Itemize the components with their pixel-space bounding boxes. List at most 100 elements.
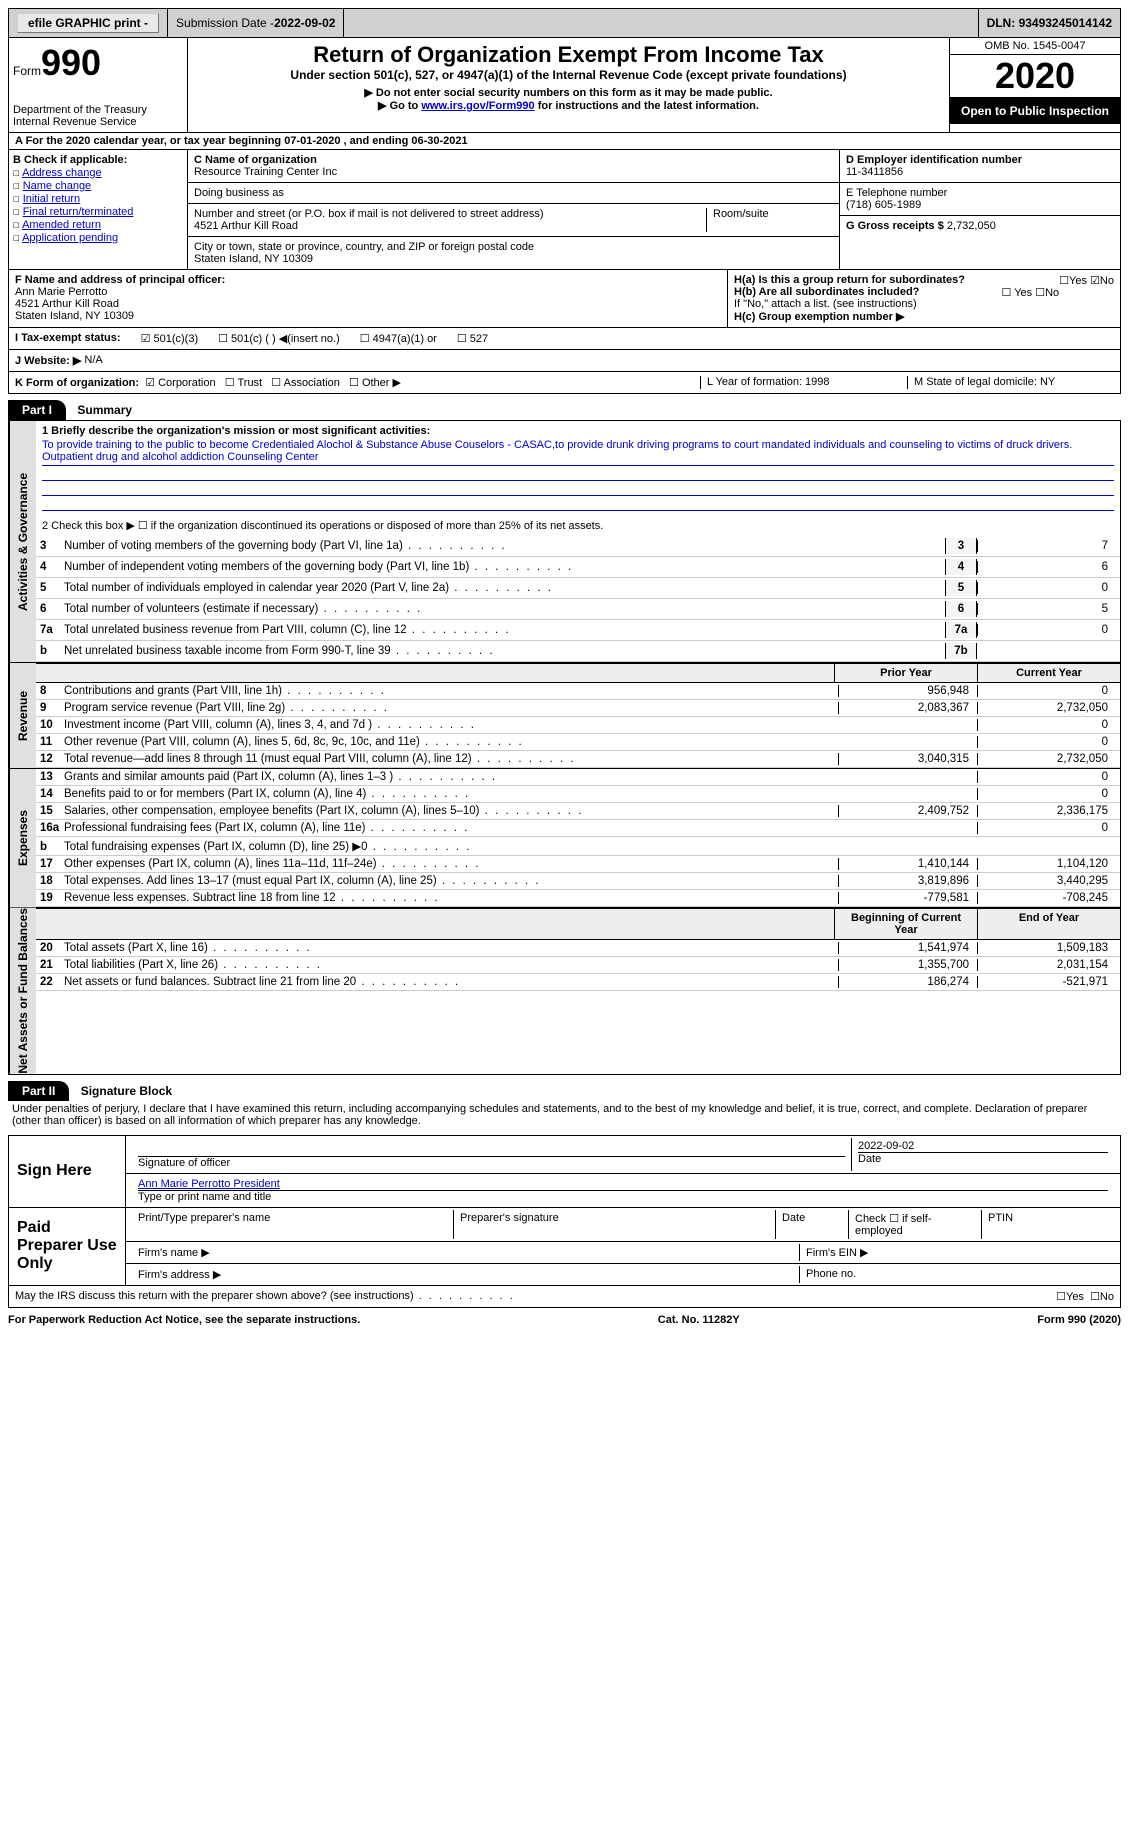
- sig-officer-label: Signature of officer: [138, 1157, 230, 1169]
- firm-phone: Phone no.: [800, 1266, 1114, 1283]
- chk-address-change[interactable]: Address change: [22, 167, 102, 179]
- line-5: 5Total number of individuals employed in…: [36, 578, 1120, 599]
- part2-title: Signature Block: [73, 1081, 180, 1101]
- pp-check[interactable]: Check ☐ if self-employed: [849, 1210, 982, 1239]
- part1-title: Summary: [69, 400, 140, 420]
- box-g: G Gross receipts $ 2,732,050: [840, 216, 1120, 236]
- line-20: 20Total assets (Part X, line 16)1,541,97…: [36, 940, 1120, 957]
- chk-4947[interactable]: ☐ 4947(a)(1) or: [360, 332, 437, 345]
- part1-header: Part I: [8, 400, 66, 420]
- tax-year: 2020: [950, 55, 1120, 98]
- col-boy: Beginning of Current Year: [834, 909, 977, 939]
- line-11: 11Other revenue (Part VIII, column (A), …: [36, 734, 1120, 751]
- sidetab-net-assets: Net Assets or Fund Balances: [9, 908, 36, 1074]
- box-f: F Name and address of principal officer:…: [9, 270, 728, 327]
- irs-label: Internal Revenue Service: [13, 116, 183, 128]
- penalty-text: Under penalties of perjury, I declare th…: [8, 1101, 1121, 1129]
- firm-ein: Firm's EIN ▶: [800, 1244, 1114, 1261]
- pp-name-label: Print/Type preparer's name: [132, 1210, 454, 1239]
- line-10: 10Investment income (Part VIII, column (…: [36, 717, 1120, 734]
- sign-here-label: Sign Here: [9, 1136, 126, 1207]
- line-b: bTotal fundraising expenses (Part IX, co…: [36, 837, 1120, 856]
- chk-527[interactable]: ☐ 527: [457, 332, 488, 345]
- gross-receipts: 2,732,050: [947, 220, 996, 232]
- line-18: 18Total expenses. Add lines 13–17 (must …: [36, 873, 1120, 890]
- submission-cell: Submission Date - 2022-09-02: [168, 9, 344, 37]
- form990-link[interactable]: www.irs.gov/Form990: [421, 100, 534, 112]
- form-subtitle: Under section 501(c), 527, or 4947(a)(1)…: [192, 68, 945, 82]
- org-street: 4521 Arthur Kill Road: [194, 220, 298, 232]
- signature-block: Sign Here Signature of officer 2022-09-0…: [8, 1135, 1121, 1286]
- chk-final-return[interactable]: Final return/terminated: [23, 206, 134, 218]
- sidetab-governance: Activities & Governance: [9, 421, 36, 662]
- pra-notice: For Paperwork Reduction Act Notice, see …: [8, 1314, 360, 1326]
- efile-label: efile GRAPHIC print -: [9, 9, 168, 37]
- line-12: 12Total revenue—add lines 8 through 11 (…: [36, 751, 1120, 768]
- chk-name-change[interactable]: Name change: [23, 180, 92, 192]
- line-b: bNet unrelated business taxable income f…: [36, 641, 1120, 662]
- firm-name: Firm's name ▶: [132, 1244, 800, 1261]
- mission-text: To provide training to the public to bec…: [42, 437, 1114, 466]
- efile-btn[interactable]: efile GRAPHIC print -: [17, 13, 159, 33]
- org-city: Staten Island, NY 10309: [194, 253, 313, 265]
- chk-association[interactable]: ☐ Association: [271, 377, 340, 389]
- chk-trust[interactable]: ☐ Trust: [225, 377, 262, 389]
- row-j-website: J Website: ▶ N/A: [8, 350, 1121, 372]
- chk-application-pending[interactable]: Application pending: [22, 232, 118, 244]
- box-c: C Name of organization Resource Training…: [188, 150, 839, 269]
- line-14: 14Benefits paid to or for members (Part …: [36, 786, 1120, 803]
- dln-cell: DLN: 93493245014142: [979, 9, 1120, 37]
- line-4: 4Number of independent voting members of…: [36, 557, 1120, 578]
- line-22: 22Net assets or fund balances. Subtract …: [36, 974, 1120, 991]
- row-k-form-org: K Form of organization: ☑ Corporation ☐ …: [8, 372, 1121, 394]
- room-suite: Room/suite: [706, 208, 833, 232]
- note-ssn: ▶ Do not enter social security numbers o…: [192, 86, 945, 99]
- box-h: H(a) Is this a group return for subordin…: [728, 270, 1120, 327]
- cat-no: Cat. No. 11282Y: [658, 1314, 740, 1326]
- box-m: M State of legal domicile: NY: [907, 376, 1114, 389]
- pp-ptin: PTIN: [982, 1210, 1114, 1239]
- box-b: B Check if applicable: ☐ Address change …: [9, 150, 188, 269]
- row-i-tax-exempt: I Tax-exempt status: ☑ 501(c)(3) ☐ 501(c…: [8, 328, 1121, 350]
- top-bar: efile GRAPHIC print - Submission Date - …: [8, 8, 1121, 38]
- col-current-year: Current Year: [977, 664, 1120, 682]
- line-9: 9Program service revenue (Part VIII, lin…: [36, 700, 1120, 717]
- chk-501c[interactable]: ☐ 501(c) ( ) ◀(insert no.): [218, 332, 340, 345]
- officer-name-link[interactable]: Ann Marie Perrotto President: [138, 1178, 280, 1190]
- pp-date-label: Date: [776, 1210, 849, 1239]
- line-2: 2 Check this box ▶ ☐ if the organization…: [36, 515, 1120, 536]
- ein-value: 11-3411856: [846, 166, 903, 178]
- discuss-row: May the IRS discuss this return with the…: [8, 1286, 1121, 1308]
- firm-address: Firm's address ▶: [132, 1266, 800, 1283]
- sig-date: 2022-09-02: [858, 1140, 914, 1152]
- sidetab-revenue: Revenue: [9, 663, 36, 768]
- line-21: 21Total liabilities (Part X, line 26)1,3…: [36, 957, 1120, 974]
- box-l: L Year of formation: 1998: [700, 376, 907, 389]
- box-d: D Employer identification number 11-3411…: [840, 150, 1120, 183]
- discuss-no[interactable]: ☐No: [1090, 1290, 1114, 1303]
- open-to-public: Open to Public Inspection: [950, 98, 1120, 124]
- discuss-yes[interactable]: ☐Yes: [1056, 1290, 1084, 1303]
- chk-corporation[interactable]: ☑ Corporation: [145, 377, 215, 389]
- paid-preparer-label: Paid Preparer Use Only: [9, 1208, 126, 1285]
- chk-501c3[interactable]: ☑ 501(c)(3): [141, 332, 199, 345]
- line-15: 15Salaries, other compensation, employee…: [36, 803, 1120, 820]
- col-prior-year: Prior Year: [834, 664, 977, 682]
- chk-initial-return[interactable]: Initial return: [23, 193, 80, 205]
- col-eoy: End of Year: [977, 909, 1120, 939]
- row-a-tax-year: A For the 2020 calendar year, or tax yea…: [8, 133, 1121, 150]
- chk-amended[interactable]: Amended return: [22, 219, 101, 231]
- officer-name: Ann Marie Perrotto: [15, 286, 107, 298]
- form-word: Form: [13, 64, 41, 78]
- line-7a: 7aTotal unrelated business revenue from …: [36, 620, 1120, 641]
- dept-treasury: Department of the Treasury: [13, 104, 183, 116]
- form-number: 990: [41, 42, 101, 83]
- dba-label: Doing business as: [194, 187, 284, 199]
- form-ref: Form 990 (2020): [1037, 1314, 1121, 1326]
- chk-other[interactable]: ☐ Other ▶: [349, 377, 401, 389]
- line-17: 17Other expenses (Part IX, column (A), l…: [36, 856, 1120, 873]
- line-8: 8Contributions and grants (Part VIII, li…: [36, 683, 1120, 700]
- row-f-h: F Name and address of principal officer:…: [8, 270, 1121, 328]
- sidetab-expenses: Expenses: [9, 769, 36, 907]
- form-header: Form990 Department of the Treasury Inter…: [8, 38, 1121, 133]
